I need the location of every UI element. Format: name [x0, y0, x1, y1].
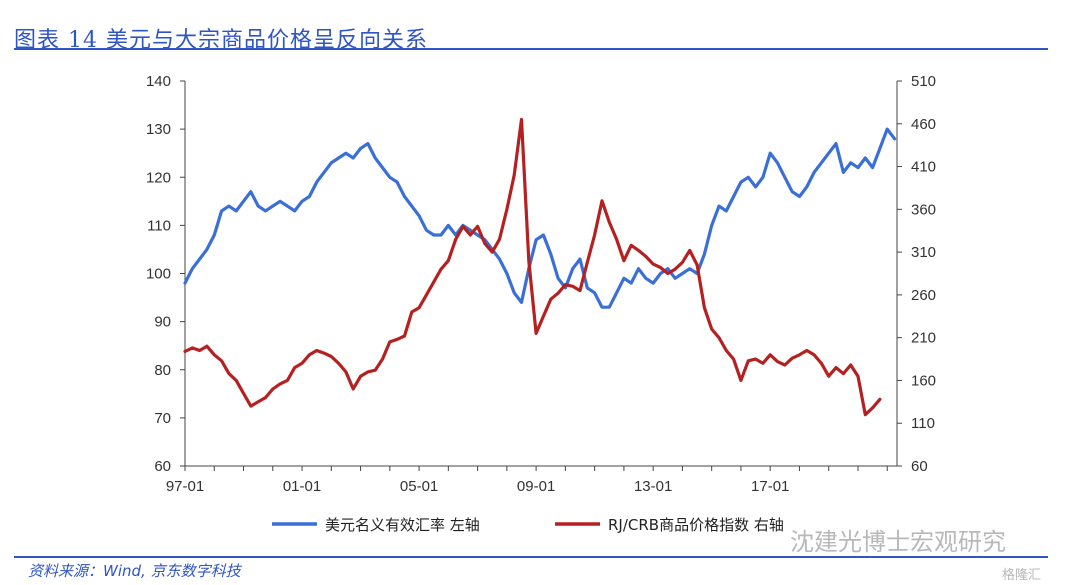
left-tick-label: 100 — [146, 266, 171, 283]
right-tick-label: 310 — [911, 244, 936, 261]
right-tick-label: 360 — [911, 201, 936, 218]
left-tick-label: 140 — [146, 73, 171, 90]
right-tick-label: 410 — [911, 159, 936, 176]
legend-label-crb: RJ/CRB商品价格指数 右轴 — [608, 516, 784, 534]
right-tick-label: 460 — [911, 116, 936, 133]
x-tick-label: 97-01 — [166, 478, 204, 495]
left-tick-label: 60 — [154, 458, 171, 475]
chart-axes: 60 70 80 90 100 110 120 130 140 60 110 160 210 260 310… — [146, 73, 936, 495]
x-tick-label: 01-01 — [283, 478, 321, 495]
x-tick-label: 09-01 — [517, 478, 555, 495]
footer-rule — [14, 556, 1048, 558]
title-rule — [14, 48, 1048, 50]
x-tick-label: 13-01 — [634, 478, 672, 495]
crb-index-line — [183, 117, 882, 417]
line-chart: 60 70 80 90 100 110 120 130 140 60 110 160 210 260 310… — [146, 73, 936, 534]
left-tick-label: 70 — [154, 410, 171, 427]
brand-mark: 格隆汇 — [1002, 568, 1042, 583]
watermark-text: 沈建光博士宏观研究 — [790, 528, 1006, 556]
left-tick-label: 130 — [146, 121, 171, 138]
right-tick-label: 160 — [911, 372, 936, 389]
source-note: 资料来源：Wind, 京东数字科技 — [28, 562, 241, 580]
left-tick-label: 80 — [154, 362, 171, 379]
x-tick-label: 05-01 — [400, 478, 438, 495]
left-tick-label: 90 — [154, 314, 171, 331]
chart-series — [183, 117, 897, 417]
right-tick-label: 210 — [911, 330, 936, 347]
left-tick-label: 110 — [147, 217, 171, 234]
legend-label-usd: 美元名义有效汇率 左轴 — [325, 516, 480, 534]
left-tick-label: 120 — [146, 169, 171, 186]
right-tick-label: 510 — [911, 73, 936, 90]
right-tick-label: 60 — [911, 458, 928, 475]
x-tick-label: 17-01 — [751, 478, 789, 495]
right-tick-label: 110 — [911, 415, 935, 432]
chart-legend: 美元名义有效汇率 左轴 RJ/CRB商品价格指数 右轴 — [272, 516, 784, 534]
right-tick-label: 260 — [911, 287, 936, 304]
usd-index-line — [183, 127, 897, 309]
